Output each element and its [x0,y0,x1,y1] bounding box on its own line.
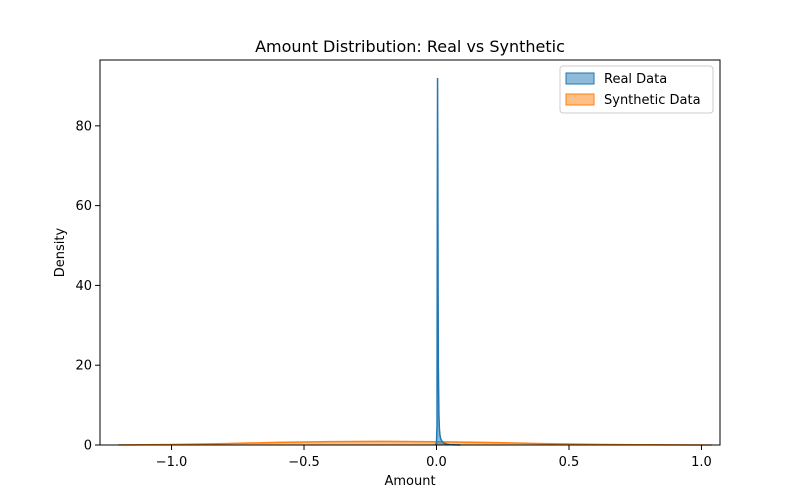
x-axis: −1.0 −0.5 0.0 0.5 1.0 [156,445,712,470]
legend: Real Data Synthetic Data [559,65,714,114]
y-tick-label: 60 [75,199,92,214]
legend-swatch-synthetic [565,93,595,106]
plot-frame [99,59,721,446]
x-tick-label: 0.5 [559,455,580,470]
legend-label-synthetic: Synthetic Data [604,93,701,108]
x-tick-label: −0.5 [288,455,320,470]
y-tick-label: 40 [75,279,92,294]
series-line-real [434,77,461,446]
chart-title: Amount Distribution: Real vs Synthetic [255,37,565,56]
y-tick-label: 0 [84,439,92,454]
plot-area [99,59,721,446]
y-axis: 0 20 40 60 80 [75,119,100,454]
y-axis-label: Density [53,227,68,277]
y-tick-label: 80 [75,119,92,134]
legend-label-real: Real Data [604,72,667,87]
legend-swatch-real [565,72,595,85]
x-tick-label: 1.0 [691,455,712,470]
x-axis-label: Amount [384,474,435,489]
series-layer [118,77,713,446]
legend-box [559,65,714,114]
x-tick-label: 0.0 [426,455,447,470]
y-tick-label: 20 [75,359,92,374]
x-tick-label: −1.0 [156,455,188,470]
